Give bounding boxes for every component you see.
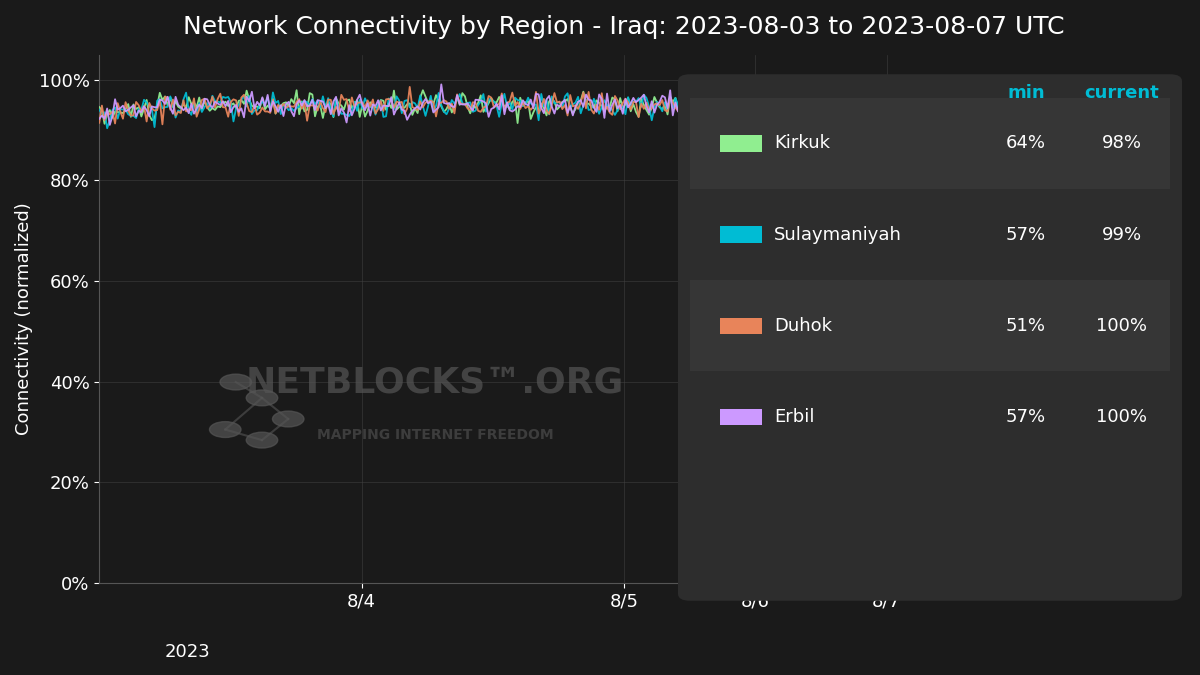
Text: min: min (1007, 84, 1045, 102)
Text: Kirkuk: Kirkuk (774, 134, 830, 153)
Text: 100%: 100% (1097, 317, 1147, 335)
Y-axis label: Connectivity (normalized): Connectivity (normalized) (16, 202, 34, 435)
Text: 64%: 64% (1006, 134, 1046, 153)
Text: MAPPING INTERNET FREEDOM: MAPPING INTERNET FREEDOM (317, 428, 553, 442)
Circle shape (246, 432, 277, 448)
Circle shape (272, 411, 304, 427)
Text: 57%: 57% (1006, 225, 1046, 244)
Text: 57%: 57% (1006, 408, 1046, 426)
Title: Network Connectivity by Region - Iraq: 2023-08-03 to 2023-08-07 UTC: Network Connectivity by Region - Iraq: 2… (184, 15, 1064, 39)
Text: 100%: 100% (1097, 408, 1147, 426)
Text: NETBLOCKS™.ORG: NETBLOCKS™.ORG (246, 365, 624, 399)
Circle shape (246, 390, 277, 406)
Text: Sulaymaniyah: Sulaymaniyah (774, 225, 902, 244)
Text: 51%: 51% (1006, 317, 1046, 335)
Text: 2023: 2023 (164, 643, 211, 661)
Text: Duhok: Duhok (774, 317, 832, 335)
Text: 99%: 99% (1102, 225, 1142, 244)
Text: Erbil: Erbil (774, 408, 815, 426)
Circle shape (210, 422, 241, 437)
Text: current: current (1085, 84, 1159, 102)
Circle shape (220, 374, 252, 390)
Text: 98%: 98% (1102, 134, 1142, 153)
